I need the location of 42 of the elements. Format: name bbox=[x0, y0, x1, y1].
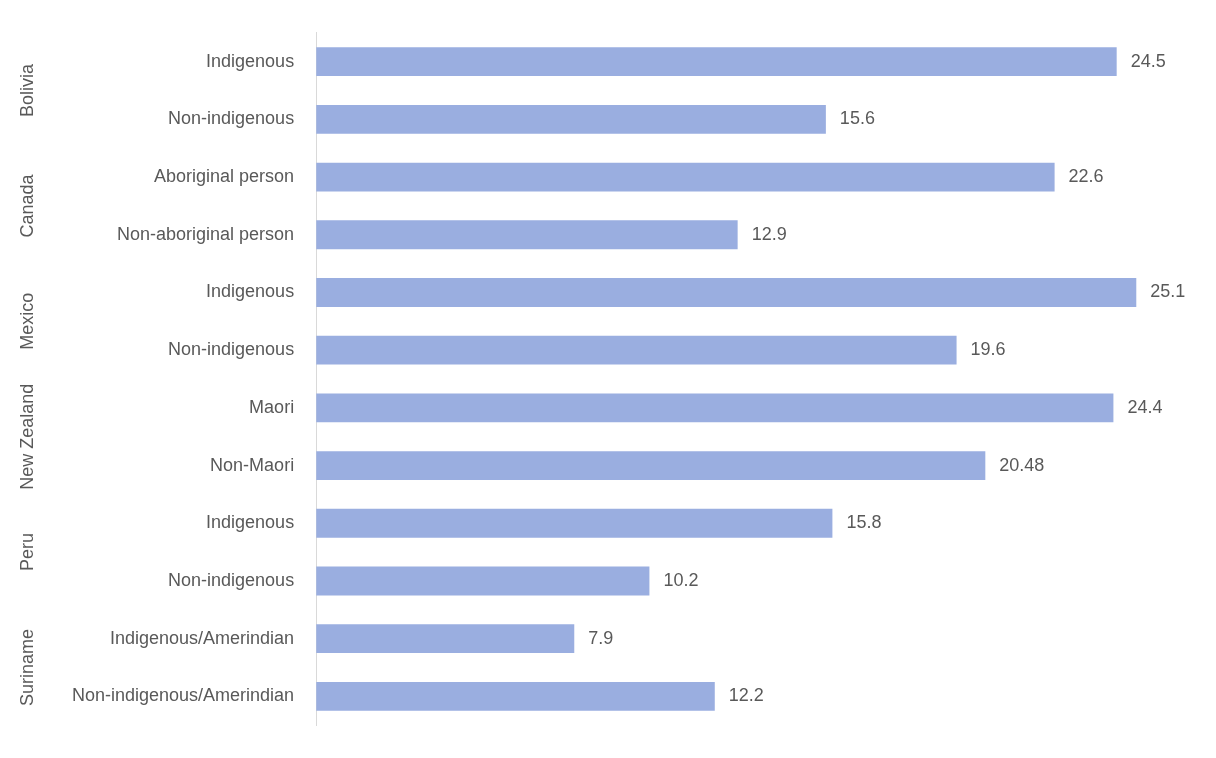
bar bbox=[316, 624, 575, 654]
data-label: 22.6 bbox=[1068, 166, 1104, 187]
text: New Zealand bbox=[16, 383, 37, 490]
bar bbox=[316, 220, 738, 250]
data-label: 24.4 bbox=[1127, 396, 1163, 417]
y-tick-label: Non-indigenous/Amerindian bbox=[71, 685, 295, 706]
text: Peru bbox=[16, 533, 37, 572]
bar bbox=[316, 681, 715, 711]
data-label: 12.2 bbox=[728, 685, 764, 706]
data-label: 12.9 bbox=[751, 223, 787, 244]
bar bbox=[316, 278, 1137, 307]
bar bbox=[316, 393, 1114, 423]
y-tick-label: Aboriginal person bbox=[154, 166, 295, 187]
y-tick-label: Indigenous/Amerindian bbox=[110, 627, 295, 648]
data-label: 7.9 bbox=[588, 627, 614, 648]
data-label: 25.1 bbox=[1150, 281, 1186, 302]
data-label: 15.8 bbox=[846, 512, 882, 533]
text: Bolivia bbox=[16, 63, 37, 118]
bar bbox=[316, 566, 650, 596]
data-label: 19.6 bbox=[970, 339, 1006, 360]
text: Mexico bbox=[16, 292, 37, 350]
bar bbox=[316, 451, 986, 480]
text: Suriname bbox=[16, 628, 37, 707]
bar bbox=[316, 508, 833, 538]
y-tick-label: Indigenous bbox=[206, 281, 295, 302]
y-tick-label: Non-indigenous bbox=[168, 339, 295, 360]
bar bbox=[316, 104, 826, 134]
y-tick-label: Maori bbox=[249, 396, 295, 417]
y-tick-label: Non-aboriginal person bbox=[117, 223, 295, 244]
data-label: 20.48 bbox=[999, 454, 1045, 475]
data-label: 24.5 bbox=[1130, 50, 1166, 71]
data-label: 10.2 bbox=[663, 569, 699, 590]
y-tick-label: Non-indigenous bbox=[168, 108, 295, 129]
y-tick-label: Indigenous bbox=[206, 50, 295, 71]
text: Canada bbox=[16, 173, 37, 238]
data-label: 15.6 bbox=[839, 108, 875, 129]
bar bbox=[316, 47, 1117, 77]
y-tick-label: Non-indigenous bbox=[168, 569, 295, 590]
y-tick-label: Non-Maori bbox=[210, 454, 295, 475]
bar bbox=[316, 162, 1055, 192]
bar bbox=[316, 335, 957, 365]
y-tick-label: Indigenous bbox=[206, 512, 295, 533]
